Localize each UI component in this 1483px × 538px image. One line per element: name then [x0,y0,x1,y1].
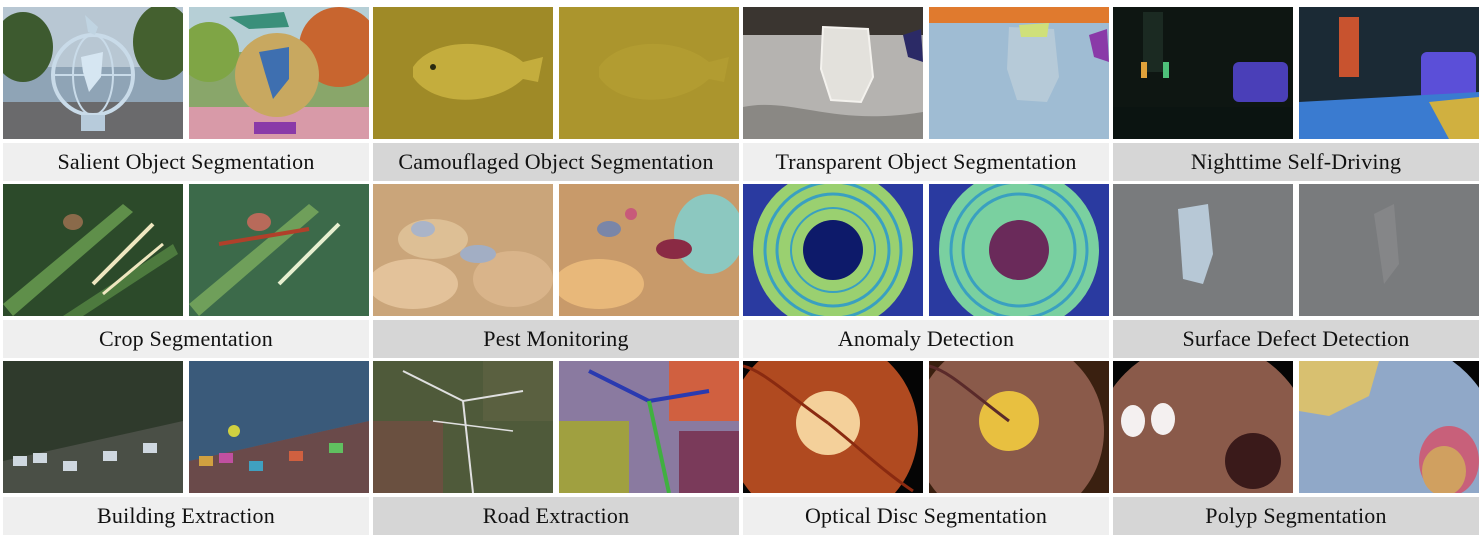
caption: Transparent Object Segmentation [743,143,1109,181]
segmentation-image [189,184,369,316]
caption: Anomaly Detection [743,320,1109,358]
task-cell-road: Road Extraction [373,361,739,535]
segmentation-image [1299,361,1479,493]
segmentation-image [559,361,739,493]
segmentation-image [1299,184,1479,316]
input-image [743,7,923,139]
task-cell-transparent: Transparent Object Segmentation [743,7,1109,181]
input-image [3,7,183,139]
caption: Polyp Segmentation [1113,497,1479,535]
input-image [373,184,553,316]
task-cell-anomaly: Anomaly Detection [743,184,1109,358]
task-cell-optical-disc: Optical Disc Segmentation [743,361,1109,535]
caption: Nighttime Self-Driving [1113,143,1479,181]
segmentation-image [559,184,739,316]
task-cell-camouflaged: Camouflaged Object Segmentation [373,7,739,181]
input-image [1113,7,1293,139]
segmentation-image [189,361,369,493]
caption: Camouflaged Object Segmentation [373,143,739,181]
caption: Pest Monitoring [373,320,739,358]
image-pair [743,7,1109,139]
image-pair [1113,361,1479,493]
image-pair [743,184,1109,316]
input-image [373,7,553,139]
task-cell-pest: Pest Monitoring [373,184,739,358]
caption: Crop Segmentation [3,320,369,358]
task-cell-building: Building Extraction [3,361,369,535]
input-image [1113,184,1293,316]
image-pair [743,361,1109,493]
task-cell-nighttime: Nighttime Self-Driving [1113,7,1479,181]
input-image [3,184,183,316]
task-grid: Salient Object Segmentation Camouflage [3,7,1480,535]
segmentation-image [1299,7,1479,139]
segmentation-image [929,361,1109,493]
segmentation-image [559,7,739,139]
image-pair [373,7,739,139]
image-pair [1113,7,1479,139]
image-pair [3,7,369,139]
input-image [373,361,553,493]
segmentation-image [929,7,1109,139]
input-image [743,184,923,316]
image-pair [3,361,369,493]
image-pair [1113,184,1479,316]
image-pair [3,184,369,316]
input-image [1113,361,1293,493]
caption: Building Extraction [3,497,369,535]
input-image [743,361,923,493]
caption: Salient Object Segmentation [3,143,369,181]
image-pair [373,184,739,316]
caption: Optical Disc Segmentation [743,497,1109,535]
task-cell-crop: Crop Segmentation [3,184,369,358]
image-pair [373,361,739,493]
caption: Road Extraction [373,497,739,535]
input-image [3,361,183,493]
task-cell-polyp: Polyp Segmentation [1113,361,1479,535]
segmentation-image [929,184,1109,316]
caption: Surface Defect Detection [1113,320,1479,358]
segmentation-image [189,7,369,139]
task-cell-salient: Salient Object Segmentation [3,7,369,181]
task-cell-surface: Surface Defect Detection [1113,184,1479,358]
